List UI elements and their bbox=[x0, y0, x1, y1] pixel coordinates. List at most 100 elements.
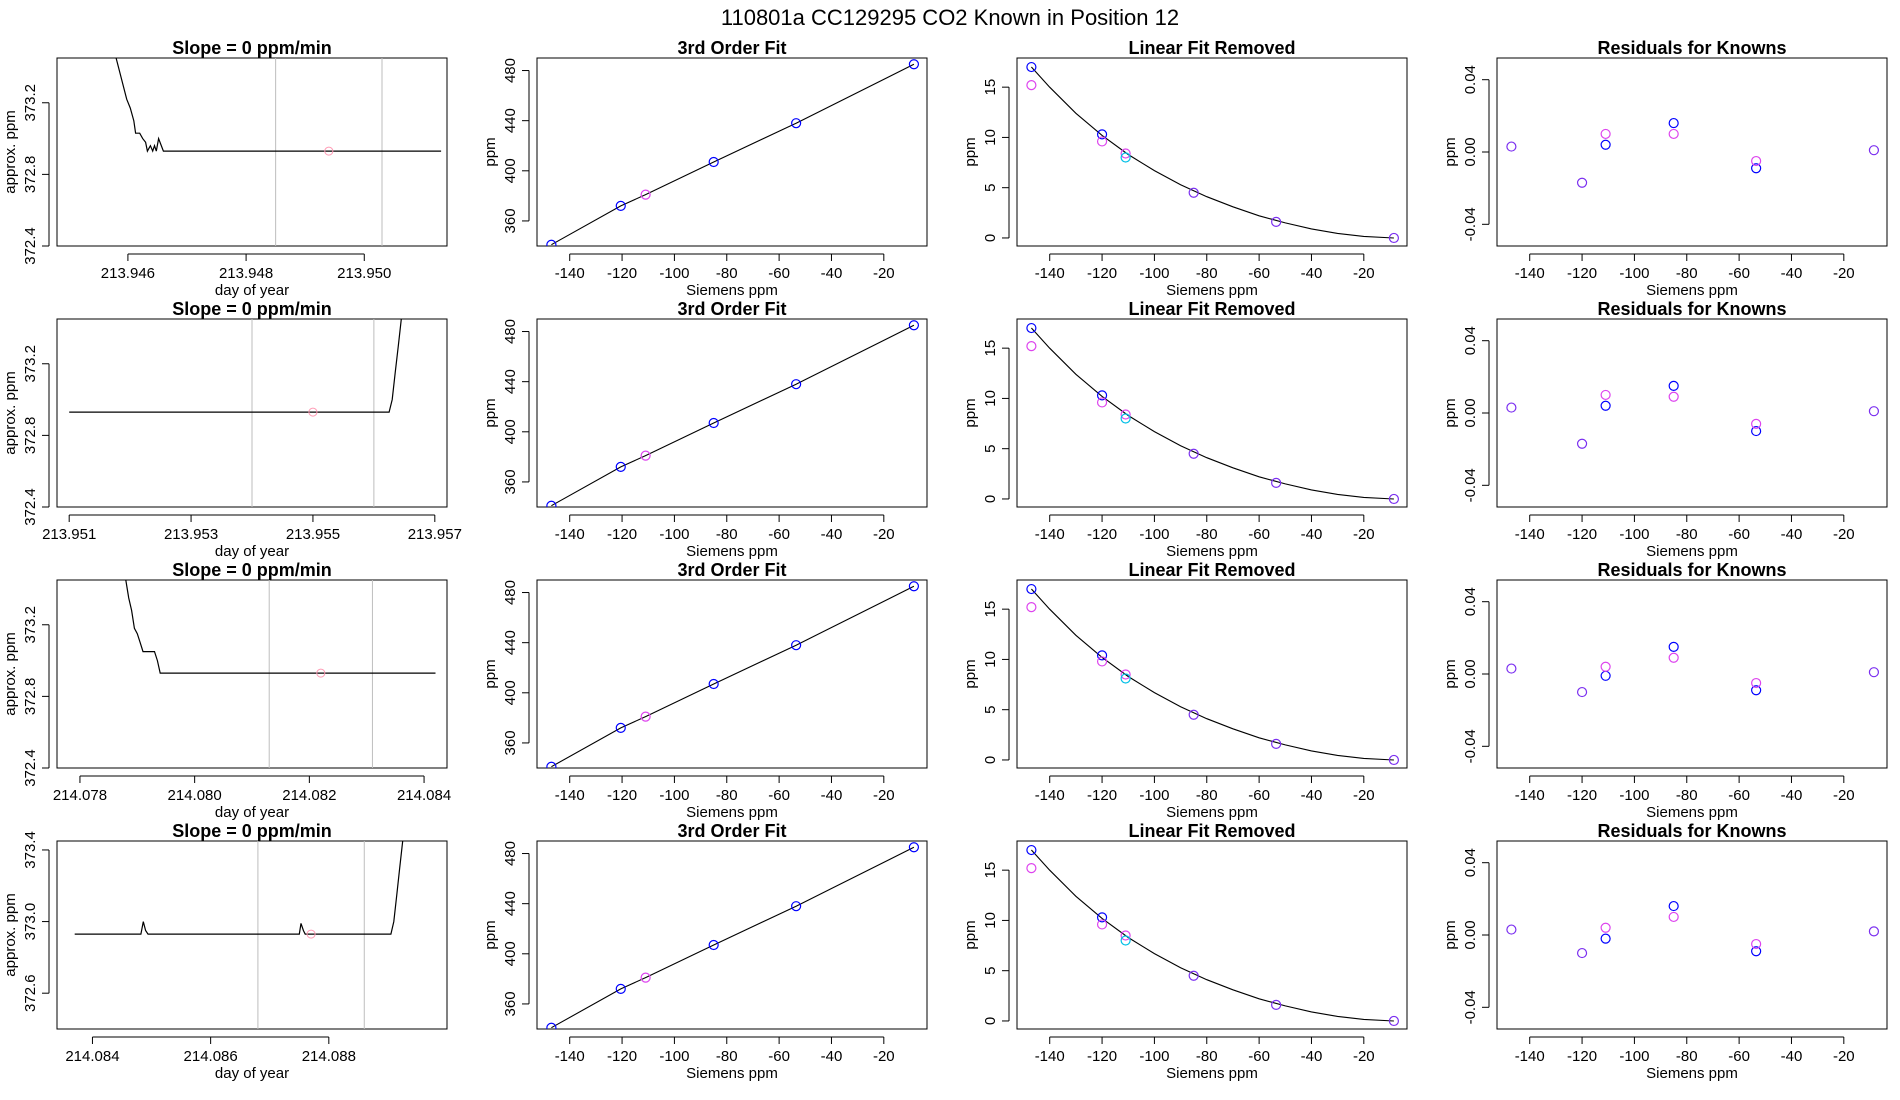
x-tick-label: -80 bbox=[1196, 526, 1218, 543]
data-point bbox=[546, 239, 557, 246]
x-tick-label: -140 bbox=[555, 265, 585, 282]
y-tick-label: 5 bbox=[982, 967, 999, 975]
fit-curve bbox=[551, 324, 915, 507]
chart-panel-r1-c4: Residuals for Knowns -140 -120 -100 -80 -60 -4… bbox=[1442, 38, 1888, 299]
data-point bbox=[1120, 152, 1131, 163]
panel-title: 3rd Order Fit bbox=[677, 560, 786, 580]
data-point bbox=[1668, 652, 1679, 663]
data-point bbox=[1600, 400, 1611, 411]
y-tick-label: 400 bbox=[502, 158, 519, 183]
data-point bbox=[1506, 402, 1517, 413]
y-axis-label: ppm bbox=[962, 659, 979, 688]
x-tick-label: -80 bbox=[1196, 265, 1218, 282]
x-tick-label: -80 bbox=[716, 787, 738, 804]
plot-area bbox=[1026, 844, 1400, 1027]
sample-marker bbox=[316, 668, 326, 678]
panel-title: Linear Fit Removed bbox=[1128, 560, 1295, 580]
data-point bbox=[1600, 933, 1611, 944]
y-tick-label: 10 bbox=[982, 651, 999, 668]
x-axis-label: Siemens ppm bbox=[1166, 543, 1258, 560]
x-tick-label: -100 bbox=[1139, 1048, 1169, 1065]
sample-marker bbox=[308, 407, 318, 417]
plot-frame bbox=[1016, 318, 1408, 508]
data-point bbox=[1096, 397, 1108, 408]
y-axis-label: ppm bbox=[482, 398, 499, 427]
chart-panel-r4-c1: Slope = 0 ppm/min 214.084 214.086 214.088 da… bbox=[2, 821, 448, 1082]
data-point bbox=[640, 450, 651, 461]
y-tick-label: 0 bbox=[982, 1017, 999, 1025]
y-tick-label: -0.04 bbox=[1462, 990, 1479, 1024]
y-tick-label: 440 bbox=[502, 891, 519, 916]
x-tick-label: -60 bbox=[1728, 1048, 1750, 1065]
data-point bbox=[1120, 148, 1131, 159]
x-tick-label: -120 bbox=[607, 1048, 637, 1065]
y-tick-label: 0.00 bbox=[1462, 920, 1479, 949]
x-tick-label: -100 bbox=[1139, 787, 1169, 804]
panel-title: Linear Fit Removed bbox=[1128, 38, 1295, 58]
y-axis-label: approx. ppm bbox=[2, 893, 19, 976]
y-tick-label: 5 bbox=[982, 184, 999, 192]
plot-area bbox=[1026, 583, 1400, 766]
chart-panel-r2-c1: Slope = 0 ppm/min 213.951 213.953 213.955 21… bbox=[2, 299, 462, 560]
x-tick-label: -100 bbox=[659, 526, 689, 543]
plot-area bbox=[1506, 900, 1880, 959]
x-tick-label: -80 bbox=[1196, 1048, 1218, 1065]
x-tick-label: 214.084 bbox=[397, 787, 451, 804]
x-tick-label: -60 bbox=[768, 265, 790, 282]
x-tick-label: 213.953 bbox=[164, 526, 218, 543]
chart-panel-r4-c2: 3rd Order Fit -140 -120 -100 -80 -60 -40 -20 Sie… bbox=[482, 821, 928, 1082]
plot-area bbox=[546, 59, 920, 246]
y-tick-label: 0 bbox=[982, 234, 999, 242]
data-point bbox=[1751, 425, 1762, 437]
data-point bbox=[708, 417, 719, 429]
data-point bbox=[791, 118, 802, 129]
chart-panel-r2-c3: Linear Fit Removed -140 -120 -100 -80 -60 -40 -… bbox=[962, 299, 1408, 560]
x-axis-label: Siemens ppm bbox=[1646, 804, 1738, 821]
data-point bbox=[1120, 413, 1131, 424]
x-tick-label: -120 bbox=[607, 787, 637, 804]
panel-title: 3rd Order Fit bbox=[677, 821, 786, 841]
data-point bbox=[1120, 669, 1131, 680]
y-tick-label: 373.2 bbox=[22, 606, 39, 644]
data-point bbox=[908, 842, 920, 853]
y-tick-label: 0.04 bbox=[1462, 587, 1479, 616]
y-tick-label: 0.00 bbox=[1462, 398, 1479, 427]
y-axis-label: ppm bbox=[962, 398, 979, 427]
x-tick-label: 213.950 bbox=[337, 265, 391, 282]
x-tick-label: -20 bbox=[873, 1048, 895, 1065]
data-point bbox=[1668, 391, 1679, 402]
x-axis-label: Siemens ppm bbox=[1166, 282, 1258, 299]
plot-area bbox=[1026, 322, 1400, 505]
x-axis-label: day of year bbox=[215, 804, 289, 821]
data-point bbox=[908, 59, 920, 70]
plot-area bbox=[125, 580, 436, 768]
data-point bbox=[1026, 863, 1037, 874]
data-point bbox=[1026, 80, 1037, 91]
x-tick-label: -20 bbox=[873, 526, 895, 543]
data-point bbox=[1388, 493, 1400, 505]
y-tick-label: 480 bbox=[502, 841, 519, 866]
data-point bbox=[1668, 128, 1679, 140]
data-point bbox=[1188, 709, 1199, 720]
data-point bbox=[791, 379, 802, 390]
x-tick-label: -100 bbox=[659, 265, 689, 282]
x-tick-label: 213.951 bbox=[42, 526, 96, 543]
data-point bbox=[708, 156, 719, 168]
x-tick-label: -20 bbox=[1833, 787, 1855, 804]
y-axis-label: approx. ppm bbox=[2, 632, 19, 715]
y-axis-label: approx. ppm bbox=[2, 110, 19, 193]
data-point bbox=[1668, 900, 1679, 912]
y-tick-label: 372.4 bbox=[22, 227, 39, 265]
x-axis-label: Siemens ppm bbox=[686, 282, 778, 299]
chart-panel-r3-c4: Residuals for Knowns -140 -120 -100 -80 -60 -4… bbox=[1442, 560, 1888, 821]
x-axis-label: Siemens ppm bbox=[1646, 543, 1738, 560]
y-axis-label: ppm bbox=[962, 920, 979, 949]
plot-area bbox=[1506, 380, 1880, 449]
x-tick-label: -60 bbox=[1248, 787, 1270, 804]
data-point bbox=[1668, 911, 1679, 923]
y-tick-label: 373.2 bbox=[22, 84, 39, 122]
plot-area bbox=[546, 842, 920, 1029]
fit-curve bbox=[551, 846, 915, 1029]
x-tick-label: 214.088 bbox=[302, 1048, 356, 1065]
